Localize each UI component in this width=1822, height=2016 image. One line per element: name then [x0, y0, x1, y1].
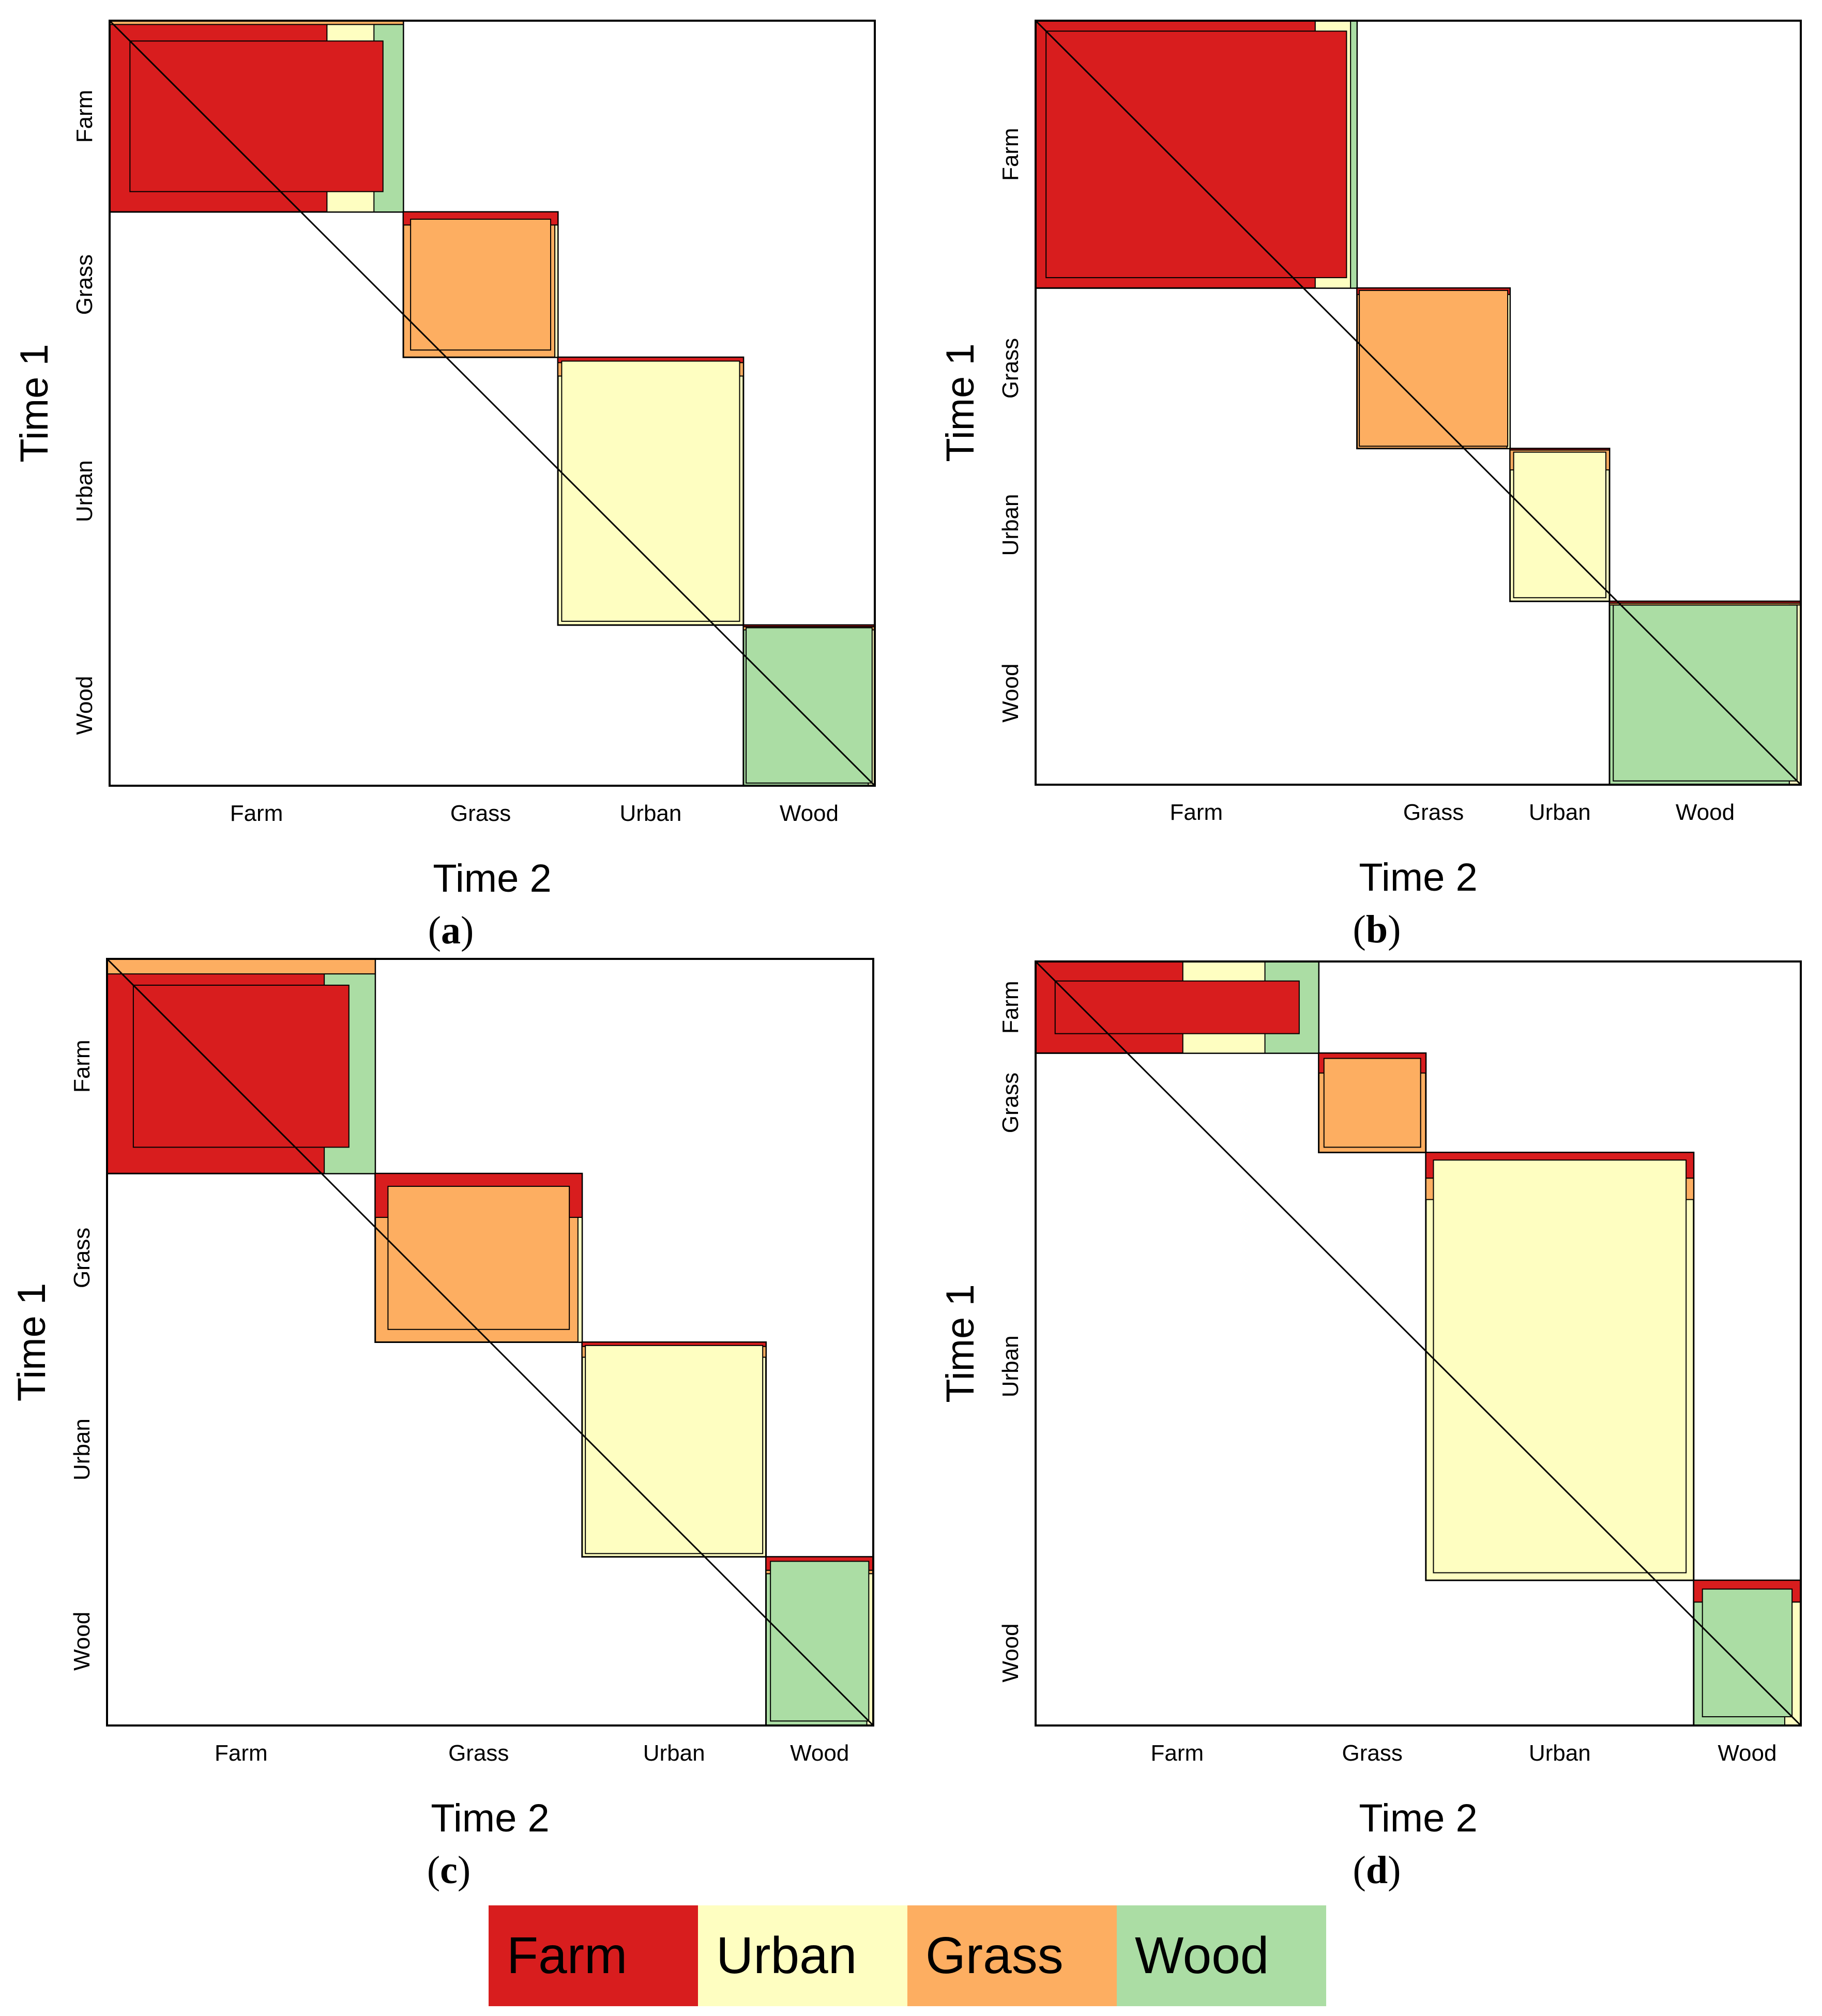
- x-tick-grass: Grass: [448, 1740, 509, 1766]
- x-tick-wood: Wood: [1718, 1740, 1777, 1766]
- x-tick-wood: Wood: [790, 1740, 849, 1766]
- y-tick-grass: Grass: [998, 1073, 1023, 1133]
- x-tick-wood: Wood: [780, 801, 839, 826]
- panel-label: (c): [427, 1849, 470, 1892]
- y-axis-title: Time 1: [938, 1284, 982, 1402]
- diagonal-line: [1035, 20, 1802, 786]
- x-tick-urban: Urban: [1529, 800, 1591, 825]
- plot-frame: [109, 20, 876, 787]
- diagonal-line: [109, 20, 876, 787]
- persistence-urban: [561, 360, 740, 622]
- persistence-wood: [770, 1561, 870, 1722]
- persistence-grass: [410, 219, 552, 351]
- y-tick-farm: Farm: [998, 128, 1023, 181]
- persistence-wood: [746, 627, 873, 784]
- y-tick-farm: Farm: [72, 90, 97, 143]
- x-tick-grass: Grass: [1403, 800, 1464, 825]
- x-axis-title: Time 2: [433, 857, 551, 900]
- y-tick-farm: Farm: [69, 1040, 95, 1093]
- x-tick-grass: Grass: [1342, 1740, 1403, 1766]
- plot-frame: [1035, 20, 1802, 786]
- y-tick-urban: Urban: [998, 494, 1023, 556]
- y-axis-title: Time 1: [10, 1283, 54, 1401]
- persistence-grass: [1323, 1058, 1421, 1148]
- panel-label: (b): [1353, 908, 1401, 951]
- persistence-wood: [1613, 604, 1798, 782]
- y-tick-grass: Grass: [998, 338, 1023, 399]
- diagonal-line: [1035, 960, 1802, 1727]
- legend-item-urban: Urban: [698, 1905, 907, 2006]
- legend-item-farm: Farm: [489, 1905, 698, 2006]
- persistence-farm: [1045, 30, 1347, 279]
- panel-label: (a): [428, 909, 474, 952]
- legend-item-grass: Grass: [907, 1905, 1117, 2006]
- y-tick-farm: Farm: [998, 981, 1023, 1034]
- diagonal-line: [106, 958, 874, 1727]
- strip-grass-to-urban: [577, 1217, 583, 1343]
- y-tick-wood: Wood: [998, 664, 1023, 723]
- y-axis-title: Time 1: [12, 344, 56, 462]
- strip-grass-to-urban: [554, 224, 559, 358]
- x-tick-urban: Urban: [643, 1740, 705, 1766]
- y-tick-wood: Wood: [72, 676, 97, 735]
- x-tick-urban: Urban: [620, 801, 682, 826]
- persistence-urban: [1513, 451, 1607, 599]
- x-tick-farm: Farm: [1170, 800, 1223, 825]
- x-tick-urban: Urban: [1529, 1740, 1591, 1766]
- y-tick-urban: Urban: [69, 1418, 95, 1480]
- plot-frame: [1035, 960, 1802, 1727]
- persistence-urban: [1433, 1159, 1687, 1574]
- x-tick-farm: Farm: [230, 801, 283, 826]
- x-axis-title: Time 2: [1359, 856, 1477, 899]
- panel-label: (d): [1353, 1849, 1401, 1892]
- legend: Farm Urban Grass Wood: [489, 1905, 1326, 2006]
- persistence-wood: [1702, 1589, 1793, 1718]
- x-tick-farm: Farm: [215, 1740, 268, 1766]
- persistence-grass: [387, 1185, 570, 1330]
- persistence-urban: [585, 1345, 764, 1554]
- y-tick-grass: Grass: [72, 254, 97, 315]
- y-tick-grass: Grass: [69, 1228, 95, 1288]
- y-tick-wood: Wood: [998, 1624, 1023, 1683]
- x-tick-farm: Farm: [1150, 1740, 1204, 1766]
- x-tick-grass: Grass: [450, 801, 511, 826]
- persistence-farm: [1054, 980, 1300, 1034]
- x-axis-title: Time 2: [431, 1796, 549, 1840]
- y-tick-urban: Urban: [72, 460, 97, 522]
- persistence-farm: [132, 984, 350, 1148]
- legend-item-wood: Wood: [1117, 1905, 1326, 2006]
- x-tick-wood: Wood: [1676, 800, 1735, 825]
- plot-frame: [106, 958, 874, 1727]
- y-tick-urban: Urban: [998, 1335, 1023, 1397]
- y-tick-wood: Wood: [69, 1612, 95, 1671]
- x-axis-title: Time 2: [1359, 1796, 1477, 1840]
- y-axis-title: Time 1: [938, 343, 982, 462]
